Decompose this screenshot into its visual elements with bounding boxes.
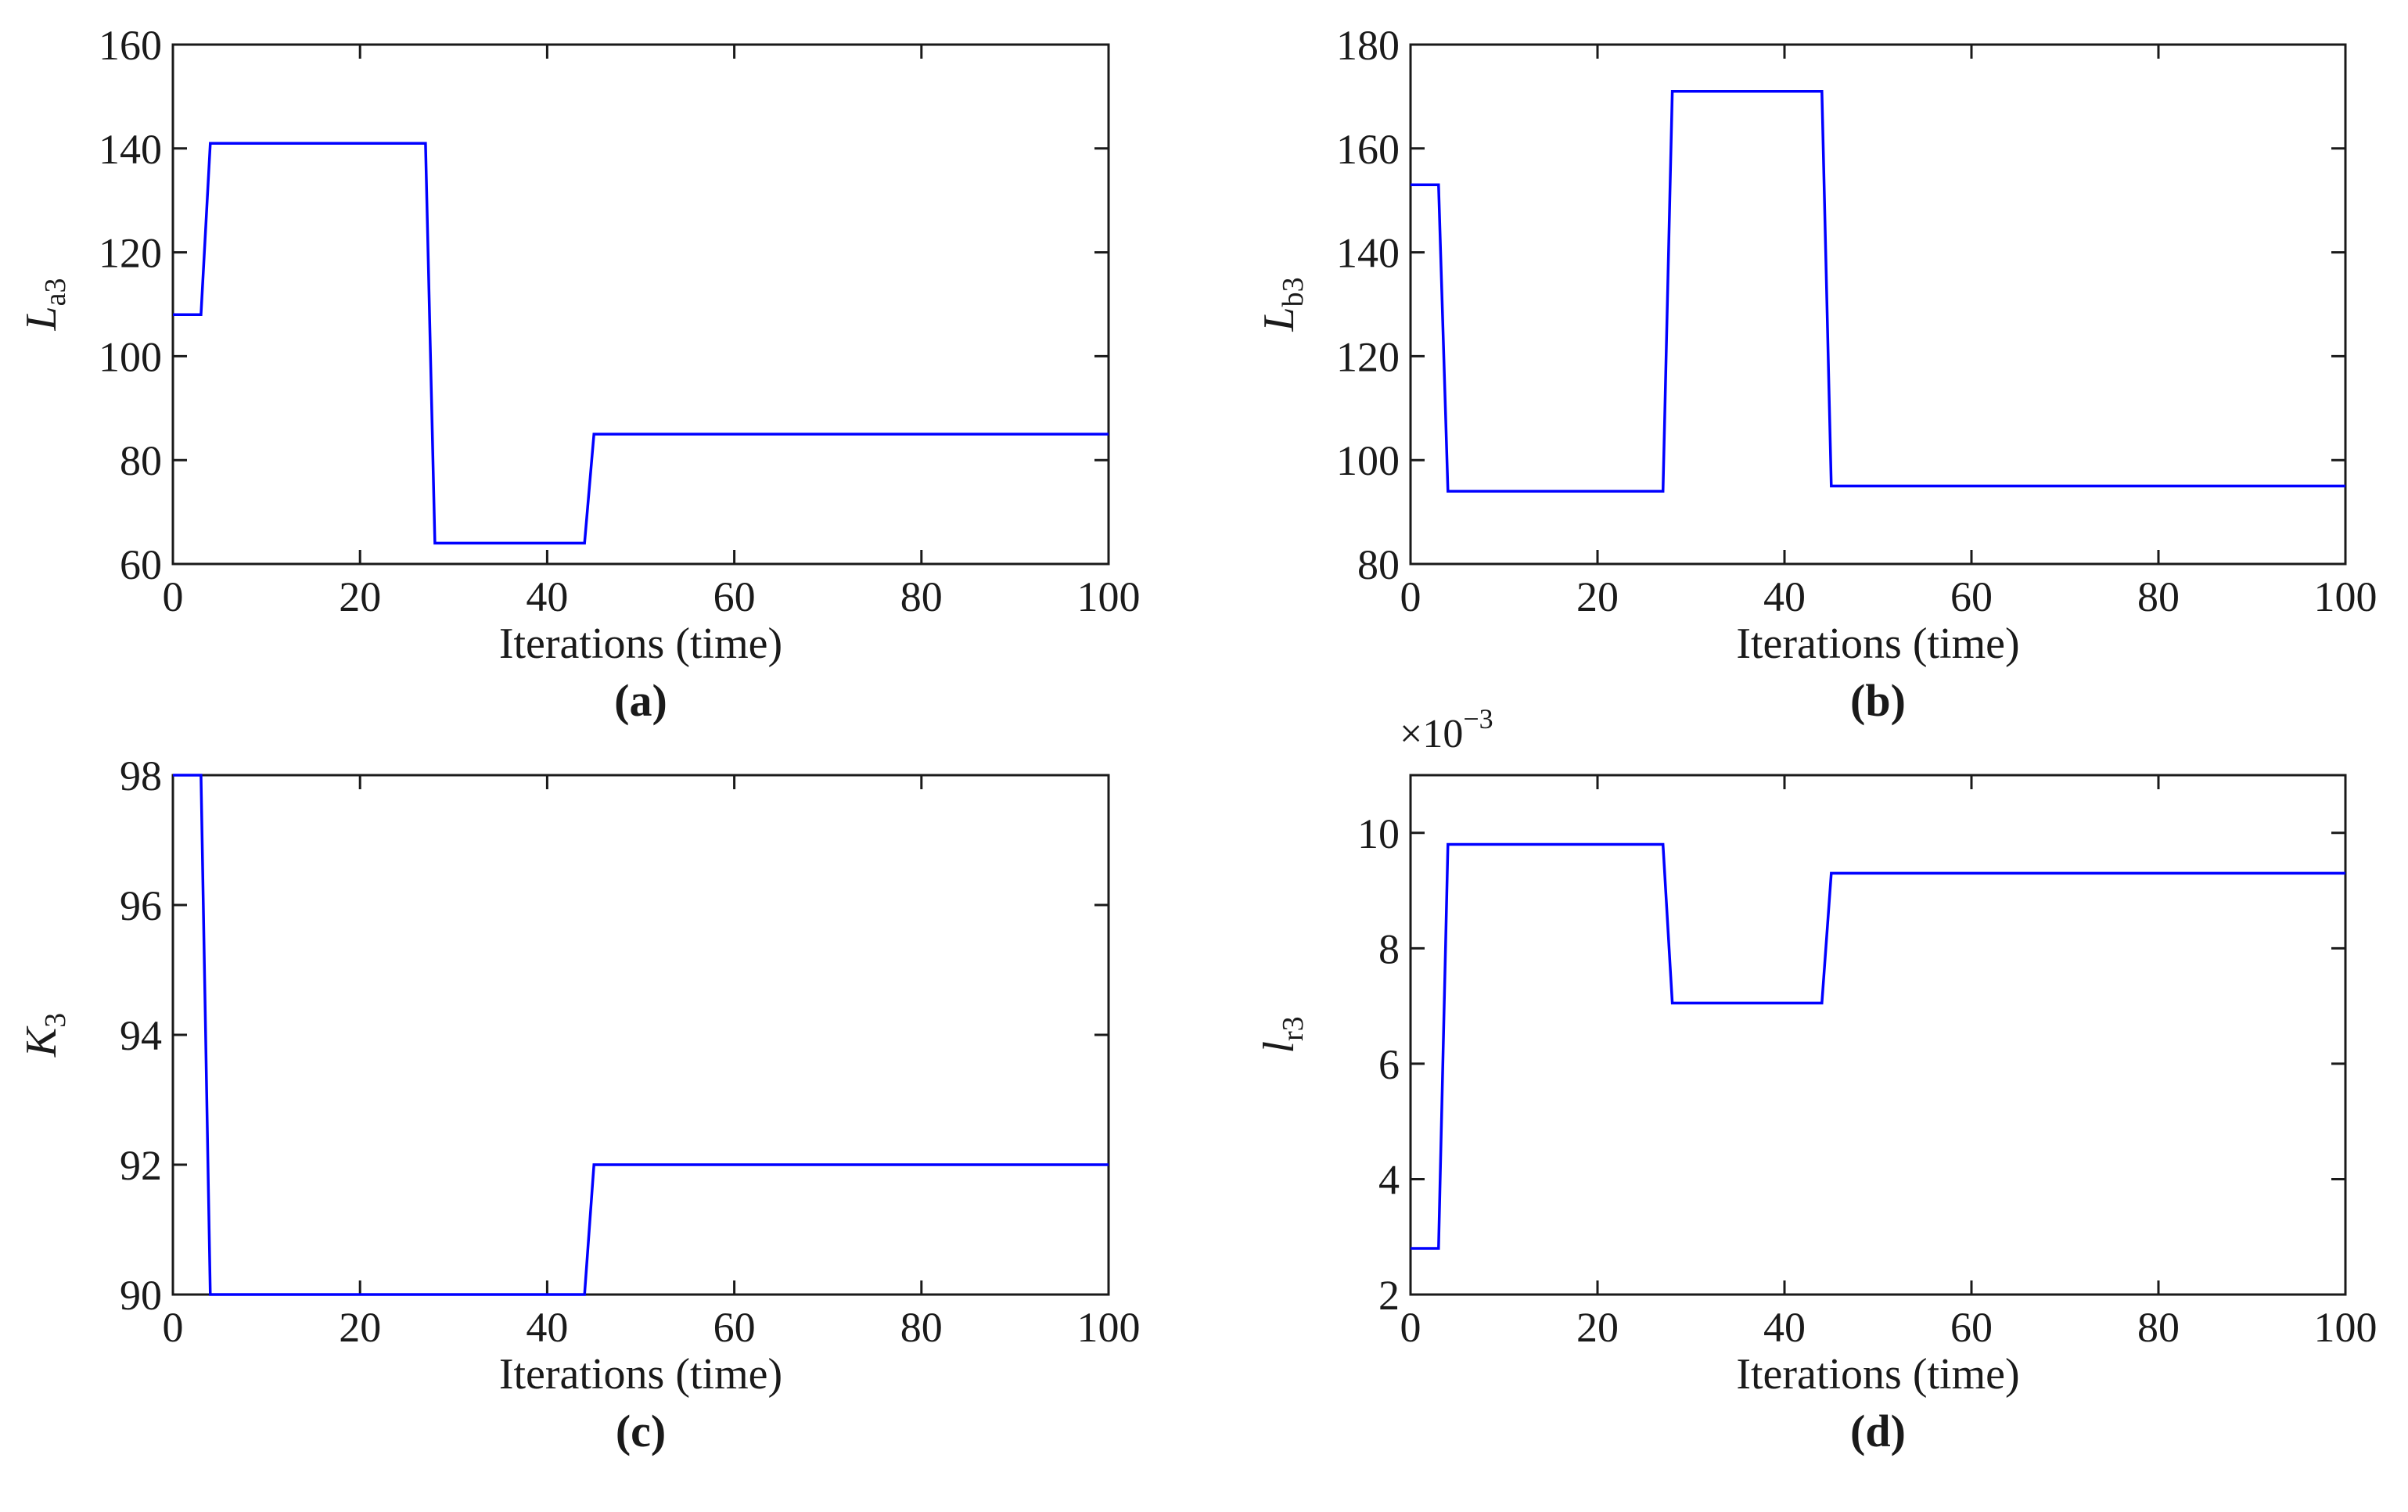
y-axis-title-main: L: [1255, 307, 1303, 332]
y-axis-title-main: l: [1255, 1041, 1303, 1054]
series-line-Lb3: [1411, 90, 2345, 493]
y-tick-label: 80: [120, 437, 162, 484]
x-tick-label: 80: [2137, 573, 2180, 620]
x-tick-label: 100: [1077, 1304, 1141, 1351]
y-tick-label: 98: [120, 752, 162, 799]
plot-frame: [1409, 43, 2347, 566]
x-tick-label: 60: [1950, 1304, 1993, 1351]
panel-label: (a): [614, 675, 667, 726]
x-tick-label: 0: [163, 1304, 184, 1351]
x-tick-label: 40: [1763, 1304, 1806, 1351]
y-tick-label: 4: [1378, 1156, 1400, 1203]
y-tick-label: 6: [1378, 1041, 1400, 1088]
y-axis-title: lr3: [1255, 1016, 1310, 1053]
x-tick-label: 60: [713, 1304, 756, 1351]
x-tick-label: 80: [900, 573, 943, 620]
panel-b: 0 20 40 60 80 100 80 100 120 140 160 180 Iterations …: [1255, 22, 2377, 726]
x-tick-label: 0: [1400, 1304, 1421, 1351]
panel-label: (b): [1850, 675, 1906, 726]
y-axis-title: K3: [17, 1013, 72, 1058]
x-tick-label: 20: [339, 573, 381, 620]
y-tick-label: 100: [99, 333, 162, 380]
y-tick-label: 10: [1357, 810, 1400, 857]
x-axis-title: Iterations (time): [1736, 1350, 2019, 1399]
plot-frame: [171, 43, 1110, 566]
panel-label: (c): [616, 1406, 666, 1456]
x-tick-label: 20: [339, 1304, 381, 1351]
y-tick-label: 100: [1336, 437, 1400, 484]
x-tick-label: 20: [1576, 573, 1619, 620]
series-line-La3: [173, 142, 1109, 545]
y-axis-title: Lb3: [1255, 277, 1310, 332]
x-tick-label: 40: [526, 1304, 568, 1351]
x-tick-label: 60: [1950, 573, 1993, 620]
x-tick-label: 0: [1400, 573, 1421, 620]
x-axis-title: Iterations (time): [499, 1350, 782, 1399]
y-axis-title-subscript: a3: [39, 278, 72, 306]
y-tick-label: 160: [99, 22, 162, 69]
y-tick-label: 8: [1378, 925, 1400, 972]
y-tick-label: 2: [1378, 1272, 1400, 1319]
y-axis-title-main: L: [17, 306, 66, 331]
y-axis-title: La3: [17, 278, 72, 331]
y-tick-label: 90: [120, 1272, 162, 1319]
y-axis-title-subscript: r3: [1277, 1016, 1310, 1041]
y-axis-title-main: K: [17, 1025, 66, 1058]
x-tick-label: 20: [1576, 1304, 1619, 1351]
y-tick-label: 96: [120, 882, 162, 929]
y-tick-label: 180: [1336, 22, 1400, 69]
y-tick-label: 94: [120, 1012, 162, 1059]
y-tick-label: 120: [1336, 333, 1400, 380]
axis-multiplier-base: ×10: [1400, 712, 1463, 756]
y-tick-label: 60: [120, 541, 162, 588]
y-axis-title-subscript: 3: [39, 1013, 72, 1028]
x-tick-label: 80: [2137, 1304, 2180, 1351]
x-tick-label: 100: [2314, 573, 2377, 620]
y-axis-title-subscript: b3: [1277, 277, 1310, 307]
y-tick-label: 160: [1336, 126, 1400, 173]
y-tick-label: 140: [1336, 230, 1400, 277]
panel-a: 0 20 40 60 80 100 60 80 100 120 140 160 Iterations (…: [17, 22, 1141, 726]
x-tick-label: 100: [1077, 573, 1141, 620]
y-tick-label: 92: [120, 1142, 162, 1189]
plot-frame: [1409, 774, 2347, 1296]
panel-d: 0 20 40 60 80 100 2 4 6 8 10 Iterations (time) (d) lr…: [1255, 703, 2377, 1456]
y-tick-label: 120: [99, 230, 162, 277]
x-tick-label: 80: [900, 1304, 943, 1351]
x-tick-label: 60: [713, 573, 756, 620]
x-axis-title: Iterations (time): [499, 620, 782, 668]
series-line-lr3: [1411, 842, 2345, 1250]
panel-label: (d): [1850, 1406, 1906, 1456]
x-tick-label: 0: [163, 573, 184, 620]
x-tick-label: 40: [1763, 573, 1806, 620]
series-line-K3: [173, 774, 1109, 1296]
y-tick-label: 140: [99, 126, 162, 173]
axis-multiplier: ×10−3: [1400, 703, 1493, 756]
x-axis-title: Iterations (time): [1736, 620, 2019, 668]
x-tick-label: 100: [2314, 1304, 2377, 1351]
y-tick-label: 80: [1357, 541, 1400, 588]
panel-c: 0 20 40 60 80 100 90 92 94 96 98 Iterations (time) (…: [17, 752, 1141, 1456]
x-tick-label: 40: [526, 573, 568, 620]
plot-frame: [171, 774, 1110, 1296]
axis-multiplier-exponent: −3: [1463, 703, 1493, 734]
